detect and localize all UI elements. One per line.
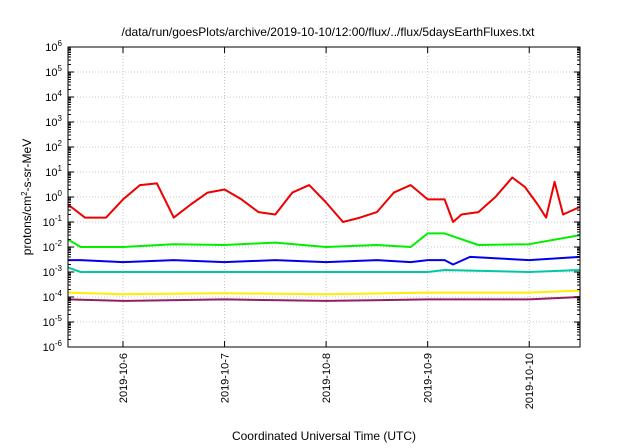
series-line-3 <box>68 255 581 266</box>
y-tick-label: 10-4 <box>43 289 63 304</box>
x-tick-label: 2019-10-8 <box>321 353 333 403</box>
y-tick-label: 106 <box>45 39 62 54</box>
grid <box>68 47 580 347</box>
x-axis-label: Coordinated Universal Time (UTC) <box>232 429 416 443</box>
x-tick-label: 2019-10-10 <box>524 353 536 409</box>
y-tick-label: 101 <box>45 164 62 179</box>
series-line-4 <box>67 266 581 273</box>
series-line-6 <box>67 296 581 302</box>
y-tick-label: 105 <box>45 64 62 79</box>
x-tick-label: 2019-10-9 <box>423 353 435 403</box>
x-axis: 2019-10-6 2019-10-7 2019-10-8 2019-10-9 2019… <box>118 47 536 409</box>
y-tick-label: 104 <box>45 89 62 104</box>
y-tick-label: 10-5 <box>43 314 63 329</box>
y-axis: 10-6 10-5 10-4 10-3 10-2 10-1 100 101 102 103 104 1… <box>43 39 580 354</box>
series-line-5 <box>67 289 581 296</box>
y-tick-label: 10-3 <box>43 264 63 279</box>
x-tick-label: 2019-10-7 <box>220 353 232 403</box>
y-tick-label: 103 <box>45 114 62 129</box>
series-line-1 <box>67 176 581 223</box>
x-tick-label: 2019-10-6 <box>118 353 130 403</box>
series-lines <box>67 176 581 302</box>
series-line-2 <box>67 232 581 248</box>
y-tick-label: 10-6 <box>43 339 63 354</box>
y-tick-label: 10-2 <box>43 239 63 254</box>
y-tick-label: 10-1 <box>43 214 63 229</box>
y-tick-label: 100 <box>45 189 62 204</box>
y-axis-label: protons/cm2-s-sr-MeV <box>20 139 34 255</box>
chart-title: /data/run/goesPlots/archive/2019-10-10/1… <box>122 25 536 39</box>
y-tick-label: 102 <box>45 139 62 154</box>
